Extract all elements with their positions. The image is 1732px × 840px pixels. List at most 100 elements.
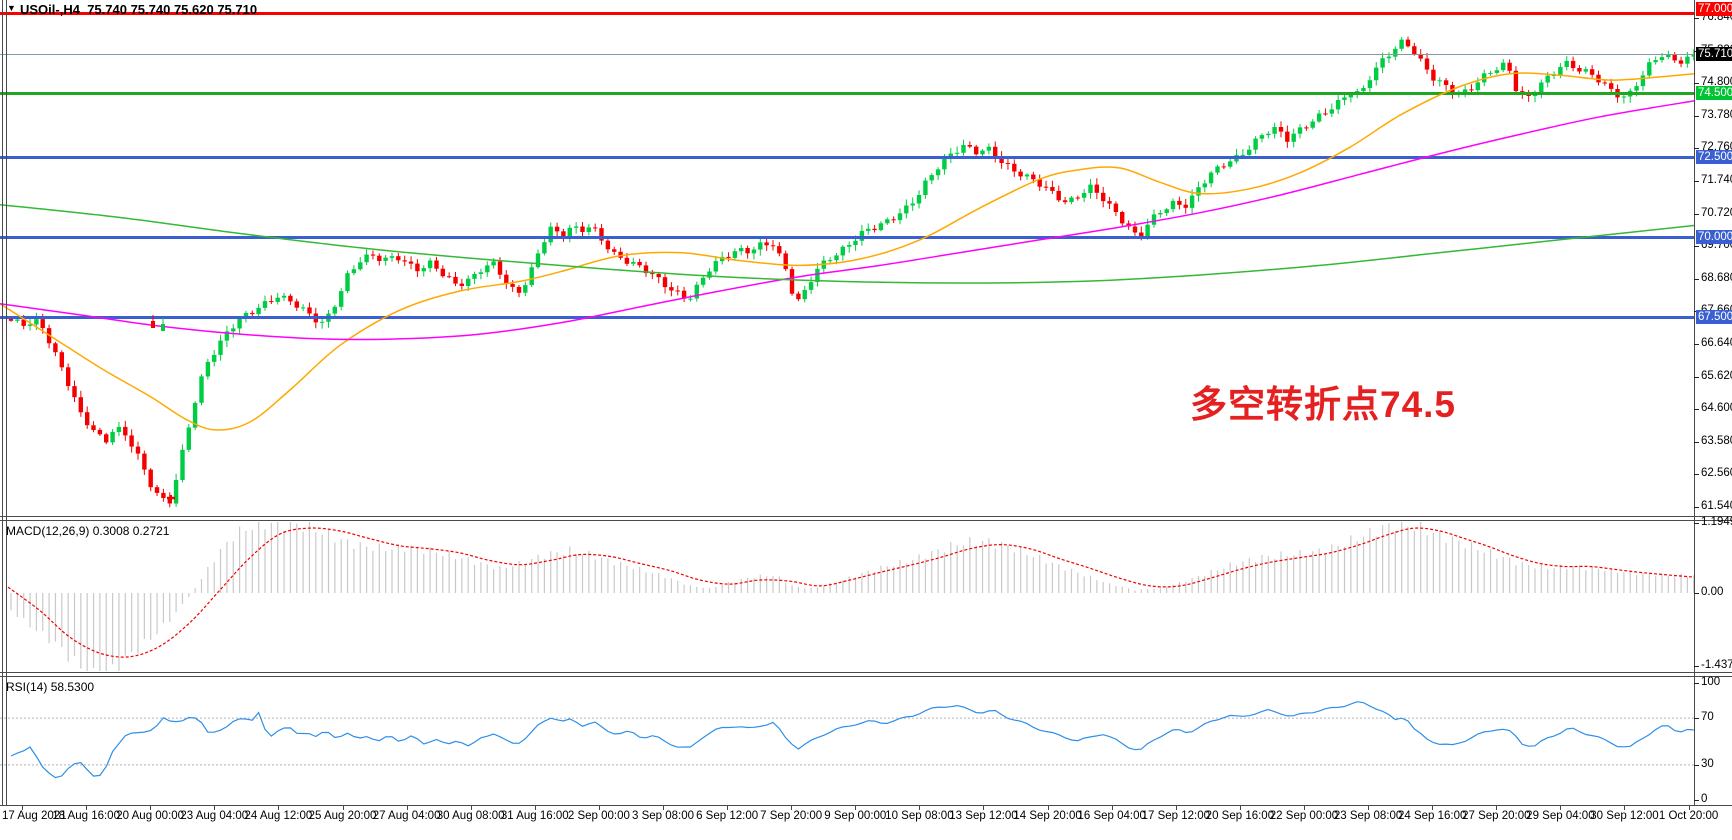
- price-line-value-badge: 77.000: [1696, 2, 1732, 16]
- y-axis-tick-label: 73.780: [1701, 109, 1732, 121]
- y-axis-tick-label: 62.560: [1701, 467, 1732, 479]
- y-axis-tick-label: 70.720: [1701, 207, 1732, 219]
- time-tick-mark: [343, 806, 344, 810]
- rsi-axis-tick-label: 70: [1701, 711, 1714, 723]
- macd-panel-area[interactable]: [0, 521, 1694, 672]
- time-tick-mark: [791, 806, 792, 810]
- macd-signal-line: [7, 527, 1694, 658]
- x-axis-label: 20 Sep 16:00: [1205, 810, 1275, 822]
- symbol-dropdown-icon[interactable]: ▼: [7, 3, 16, 13]
- x-axis-label: 1 Oct 20:00: [1658, 810, 1719, 822]
- time-tick-mark: [1624, 806, 1625, 810]
- price-line-value-badge: 72.500: [1696, 150, 1732, 164]
- chart-marker-icon: [161, 324, 165, 331]
- x-axis-label: 25 Aug 20:00: [308, 810, 377, 822]
- y-axis-tick-label: 71.740: [1701, 174, 1732, 186]
- macd-axis-tick-label: 0.00: [1701, 586, 1724, 598]
- x-axis-label: 13 Sep 12:00: [949, 810, 1018, 822]
- chart-title: USOil-,H4 75.740 75.740 75.620 75.710: [20, 2, 257, 17]
- x-axis-label: 7 Sep 20:00: [760, 810, 823, 822]
- price-line-value-badge: 70.000: [1696, 230, 1732, 244]
- y-axis-tick-label: 76.840: [1701, 11, 1732, 23]
- x-axis-label: 23 Aug 04:00: [180, 810, 249, 822]
- macd-histogram: [10, 522, 1694, 671]
- time-tick-mark: [278, 806, 279, 810]
- y-axis-tick-label: 65.620: [1701, 370, 1732, 382]
- y-axis-tick-label: 66.640: [1701, 337, 1732, 349]
- time-tick-mark: [599, 806, 600, 810]
- y-axis-tick-label: 74.800: [1701, 76, 1732, 88]
- macd-axis-tick-label: 1.1949: [1701, 516, 1732, 528]
- y-axis-tick-label: 75.820: [1701, 44, 1732, 56]
- time-tick-mark: [1432, 806, 1433, 810]
- time-tick-mark: [1496, 806, 1497, 810]
- x-axis-label: 17 Sep 12:00: [1141, 810, 1210, 822]
- time-tick-mark: [1689, 806, 1690, 810]
- x-axis-label: 29 Sep 04:00: [1526, 810, 1595, 822]
- panel-separator: [0, 520, 1732, 521]
- macd-values: 0.3008 0.2721: [92, 524, 170, 538]
- x-axis-label: 23 Sep 08:00: [1333, 810, 1403, 822]
- y-axis-tick-label: 61.540: [1701, 500, 1732, 512]
- time-tick-mark: [535, 806, 536, 810]
- panel-separator: [0, 672, 1732, 673]
- x-axis-label: 20 Aug 00:00: [116, 810, 185, 822]
- time-tick-mark: [1176, 806, 1177, 810]
- macd-name: MACD(12,26,9): [6, 524, 90, 538]
- x-axis-label: 9 Sep 00:00: [824, 810, 887, 822]
- y-axis-tick-label: 69.700: [1701, 239, 1732, 251]
- rsi-name: RSI(14): [6, 680, 48, 694]
- x-axis-label: 6 Sep 12:00: [696, 810, 759, 822]
- chart-marker-icon: [151, 321, 155, 328]
- annotation-text[interactable]: 多空转折点74.5: [1190, 384, 1457, 425]
- y-axis-tick-label: 72.760: [1701, 141, 1732, 153]
- rsi-panel-area[interactable]: [0, 677, 1694, 805]
- time-tick-mark: [407, 806, 408, 810]
- time-tick-mark: [1048, 806, 1049, 810]
- panel-left-border: [6, 0, 7, 805]
- x-axis-label: 3 Sep 08:00: [631, 810, 695, 822]
- rsi-line: [10, 701, 1694, 779]
- price-chart-area[interactable]: [0, 0, 1694, 517]
- time-tick-mark: [471, 806, 472, 810]
- ma-slow-line: [0, 203, 1694, 284]
- time-tick-mark: [855, 806, 856, 810]
- time-tick-mark: [983, 806, 984, 810]
- time-tick-mark: [663, 806, 664, 810]
- x-axis-label: 30 Aug 08:00: [436, 810, 505, 822]
- x-axis-label: 30 Sep 12:00: [1590, 810, 1659, 822]
- ohlc-readout: 75.740 75.740 75.620 75.710: [87, 2, 258, 17]
- rsi-label: RSI(14) 58.5300: [6, 680, 94, 694]
- x-axis-label: 24 Aug 12:00: [244, 810, 313, 822]
- x-axis-label: 31 Aug 16:00: [500, 810, 569, 822]
- x-axis-label: 27 Sep 20:00: [1462, 810, 1531, 822]
- ma-fast-line: [0, 72, 1694, 431]
- x-axis-label: 22 Sep 00:00: [1269, 810, 1339, 822]
- price-line-value-badge: 75.710: [1696, 47, 1732, 61]
- x-axis-label: 27 Aug 04:00: [372, 810, 441, 822]
- x-axis-label: 2 Sep 00:00: [567, 810, 630, 822]
- candles-group: [8, 36, 1694, 508]
- x-axis-label: 17 Aug 2021: [2, 810, 67, 822]
- macd-axis-tick-label: -1.4374: [1701, 659, 1732, 671]
- time-tick-mark: [22, 806, 23, 810]
- y-axis-tick-label: 67.660: [1701, 304, 1732, 316]
- time-tick-mark: [1368, 806, 1369, 810]
- time-tick-mark: [214, 806, 215, 810]
- x-axis-label: 16 Sep 04:00: [1077, 810, 1146, 822]
- ma-mid-line: [0, 100, 1694, 341]
- symbol-period-label: USOil-,H4: [20, 2, 80, 17]
- panel-separator: [0, 676, 1732, 677]
- time-tick-mark: [1240, 806, 1241, 810]
- x-axis-label: 18 Aug 16:00: [52, 810, 120, 822]
- time-tick-mark: [86, 806, 87, 810]
- time-tick-mark: [1560, 806, 1561, 810]
- y-axis-tick-label: 63.580: [1701, 435, 1732, 447]
- time-axis[interactable]: 17 Aug 2021 18 Aug 16:00 20 Aug 00:00 23 Au…: [0, 806, 1732, 836]
- time-axis-border: [0, 805, 1732, 806]
- x-axis-label: 24 Sep 16:00: [1397, 810, 1467, 822]
- axis-separator: [1694, 0, 1695, 805]
- time-tick-mark: [919, 806, 920, 810]
- x-axis-label: 10 Sep 08:00: [885, 810, 954, 822]
- time-tick-mark: [727, 806, 728, 810]
